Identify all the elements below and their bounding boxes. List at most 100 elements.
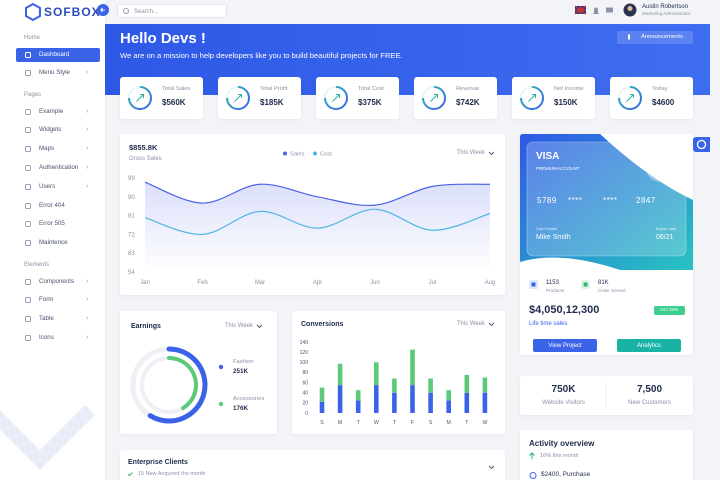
sidebar-item-label: Users xyxy=(39,182,56,190)
sidebar-item-label: Table xyxy=(39,315,54,323)
search-placeholder: Search... xyxy=(134,8,159,15)
stat-card: Net Income $150K xyxy=(512,77,595,119)
activity-title: Activity overview xyxy=(529,439,595,448)
visa-holder: Mike Smith xyxy=(536,234,571,241)
settings-button[interactable] xyxy=(693,137,710,152)
stat-card: Total Sales $560K xyxy=(120,77,203,119)
panel-button-label: View Project xyxy=(548,342,582,349)
orders-label: Order Served xyxy=(598,288,626,293)
sidebar-item-label: Components xyxy=(39,277,75,285)
sidebar-item[interactable]: Icons › xyxy=(16,331,100,345)
sidebar-chevron: › xyxy=(86,296,89,304)
sidebar-item-label: Example xyxy=(39,107,64,115)
sidebar-chevron: › xyxy=(86,145,89,153)
stat-label: Today xyxy=(652,86,668,92)
yoy-badge-label: YoY 24% xyxy=(660,307,679,313)
stat-value: $185K xyxy=(260,98,284,107)
activity-change: 16% this month xyxy=(540,453,579,459)
user-name: Austin Robertson xyxy=(642,4,689,10)
chart-subtitle: Gross Sales xyxy=(129,156,162,162)
sidebar-item[interactable]: Error 404 xyxy=(16,199,100,213)
orders-value: 81K xyxy=(598,280,609,286)
sidebar-item-label: Authentication xyxy=(39,164,79,171)
sidebar-item-label: Error 505 xyxy=(39,220,65,228)
visa-holder-label: Card Holder xyxy=(536,226,558,231)
user-role: Marketing Administrator xyxy=(642,11,691,16)
visitor-label: New Customers xyxy=(628,400,671,406)
gross-sales-card xyxy=(120,134,505,295)
visa-brand: VISA xyxy=(536,151,560,162)
sidebar-item[interactable]: Form › xyxy=(16,293,100,307)
products-value: 1153 xyxy=(546,280,559,286)
flag-cross xyxy=(574,5,587,15)
announcements-label: Announcements xyxy=(641,33,683,40)
sidebar-item[interactable]: Dashboard xyxy=(16,47,100,62)
chart-title: Earnings xyxy=(131,323,161,330)
chart-filter: This Week xyxy=(456,321,485,327)
sidebar-item-label: Form xyxy=(39,296,54,304)
visitor-label: Website Visitors xyxy=(542,400,585,406)
sidebar-icon xyxy=(25,316,31,323)
sidebar-item[interactable]: Example › xyxy=(16,105,100,119)
sidebar-icon xyxy=(25,202,31,209)
panel-button-label: Analytics xyxy=(636,342,661,349)
sidebar-item[interactable]: Maintence xyxy=(16,236,100,250)
sidebar-section-title: Pages xyxy=(24,92,42,99)
sidebar-item[interactable]: Components › xyxy=(16,275,100,289)
sidebar-item-label: Dashboard xyxy=(39,50,70,58)
sidebar-item[interactable]: Table › xyxy=(16,312,100,326)
avatar-face xyxy=(627,6,633,11)
chart-filter: This Week xyxy=(224,323,253,329)
bell-icon xyxy=(593,7,599,14)
sidebar-item[interactable]: Widgets › xyxy=(16,123,100,137)
sidebar-item[interactable]: Menu Style › xyxy=(16,66,100,80)
announcements-button[interactable]: Announcements xyxy=(617,31,693,44)
visitor-value: 7,500 xyxy=(636,384,663,395)
sidebar-chevron: › xyxy=(86,107,89,115)
visa-number: **** xyxy=(603,196,618,205)
sidebar-icon xyxy=(25,183,31,190)
sidebar-item[interactable]: Error 505 xyxy=(16,217,100,231)
sidebar-section-title: Elements xyxy=(24,262,50,268)
stat-card: Today $4600 xyxy=(610,77,693,119)
sidebar xyxy=(0,0,105,480)
sidebar-chevron: › xyxy=(86,277,89,285)
sidebar-chevron: › xyxy=(86,333,89,341)
products-label: Products xyxy=(546,288,565,293)
sidebar-chevron: › xyxy=(86,315,89,323)
chart-filter: This Week xyxy=(456,150,485,156)
sidebar-icon xyxy=(25,334,31,341)
panel-button[interactable]: Analytics xyxy=(617,339,681,352)
banner xyxy=(105,24,710,95)
visa-number: 2847 xyxy=(636,196,656,205)
sidebar-item-label: Maps xyxy=(39,145,55,153)
sidebar-icon xyxy=(25,127,31,134)
visitors-card xyxy=(520,376,693,415)
sidebar-item[interactable]: Maps › xyxy=(16,142,100,156)
visa-tier: PREMIUM ACCOUNT xyxy=(536,166,580,171)
collapse-button[interactable] xyxy=(97,4,109,16)
sidebar-icon xyxy=(25,278,31,285)
sidebar-icon xyxy=(25,240,31,247)
logo-text: SOFBOX xyxy=(44,5,101,19)
search-box[interactable]: Search... xyxy=(117,4,227,18)
sidebar-item[interactable]: Users › xyxy=(16,180,100,194)
sidebar-chevron: › xyxy=(86,69,89,77)
stat-card: Total Profit $185K xyxy=(218,77,301,119)
stat-value: $375K xyxy=(358,98,382,107)
clients-title: Enterprise Clients xyxy=(128,459,188,466)
visa-expiry-label: Expire date xyxy=(656,226,677,231)
visa-number: **** xyxy=(568,196,583,205)
panel-button[interactable]: View Project xyxy=(533,339,597,352)
stat-label: Net Income xyxy=(554,86,584,92)
conversions-card xyxy=(292,311,505,434)
sidebar-icon xyxy=(25,297,31,304)
sidebar-item[interactable]: Authentication › xyxy=(16,161,100,175)
sidebar-icon xyxy=(25,108,31,115)
visitor-value: 750K xyxy=(551,384,576,395)
sidebar-icon xyxy=(25,146,31,153)
stat-card: Total Cost $375K xyxy=(316,77,399,119)
activity-item: $2400, Purchase xyxy=(541,471,591,478)
clients-note: 15 New Acquired the month xyxy=(138,471,206,477)
